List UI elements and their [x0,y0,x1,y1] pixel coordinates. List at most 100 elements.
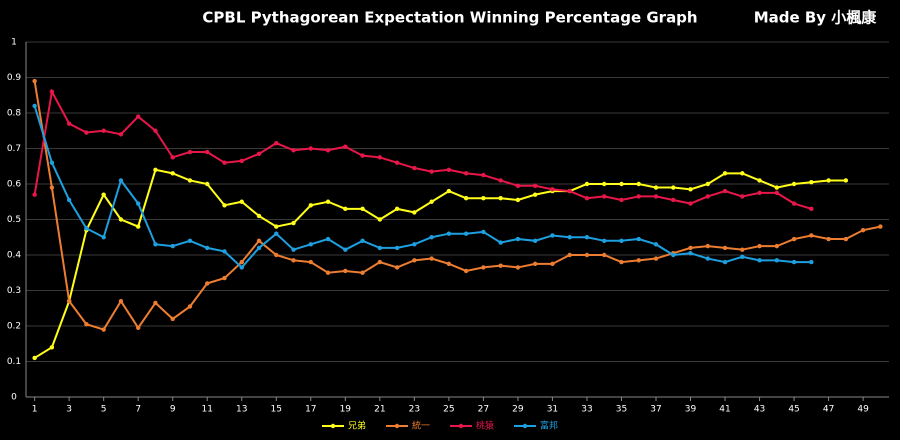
point [325,199,331,204]
point [584,235,590,240]
legend-label: 兄弟 [348,420,366,432]
point [498,178,503,183]
point [636,194,641,199]
x-tick-label: 43 [754,405,765,415]
y-tick-label: 0.9 [7,73,22,83]
point [740,247,745,252]
point [222,275,227,281]
point [239,158,244,164]
point [481,265,486,270]
point [205,181,210,187]
point [429,256,434,261]
legend-label: 富邦 [540,420,558,432]
point [809,180,814,185]
point [256,151,262,157]
point [515,236,521,242]
legend-marker [394,423,400,429]
point [688,187,693,192]
point [757,258,762,263]
point [135,325,141,330]
chart-title: CPBL Pythagorean Expectation Winning Per… [202,9,697,27]
point [878,224,883,229]
point [791,236,797,242]
legend-label: 桃猿 [476,420,494,432]
point [843,178,849,183]
point [84,130,89,135]
point [515,265,521,270]
point [688,245,693,251]
point [66,298,72,304]
x-tick-label: 37 [650,405,661,415]
point [774,185,780,190]
point [222,160,227,165]
point [101,327,106,332]
y-tick-label: 0.1 [7,357,21,367]
x-tick-label: 47 [823,405,834,415]
point [412,165,417,171]
point [757,178,762,183]
point [602,194,607,199]
x-tick-label: 15 [271,405,282,415]
point [757,243,762,249]
point [394,265,400,270]
point [636,181,641,187]
point [860,227,866,233]
point [515,197,521,203]
point [722,259,728,265]
point [705,181,710,187]
point [584,252,590,258]
point [671,197,676,203]
point [360,153,365,158]
point [170,171,175,176]
point [688,201,693,206]
point [153,167,158,172]
point [653,185,659,190]
x-tick-label: 33 [581,405,592,415]
point [274,252,279,258]
point [256,238,262,243]
x-tick-label: 19 [340,405,352,415]
x-tick-label: 11 [202,405,213,415]
point [32,192,37,197]
point [532,192,538,197]
point [653,242,659,247]
point [567,252,572,258]
point [653,194,659,199]
point [584,196,590,201]
point [619,181,624,187]
point [463,171,469,176]
point [32,103,37,109]
y-tick-label: 0 [11,393,17,403]
point [653,256,659,261]
point [550,261,555,267]
point [740,194,745,199]
point [481,196,486,201]
point [101,128,106,133]
point [101,235,106,240]
point [481,172,486,178]
y-tick-label: 0.4 [7,251,22,261]
point [705,256,710,261]
point [619,197,624,203]
point [343,144,348,149]
point [274,140,279,146]
point [274,231,279,236]
point [636,258,641,263]
point [532,261,538,267]
point [291,220,296,226]
point [49,185,55,190]
legend-marker [458,423,464,429]
series-line [34,168,846,359]
point [757,190,762,196]
point [429,199,434,204]
point [809,206,814,212]
point [343,268,348,274]
point [532,238,538,243]
x-tick-label: 17 [305,405,316,415]
point [360,206,365,212]
point [705,243,710,249]
point [602,181,607,187]
series-line [33,88,812,210]
point [826,178,831,183]
point [446,261,452,267]
